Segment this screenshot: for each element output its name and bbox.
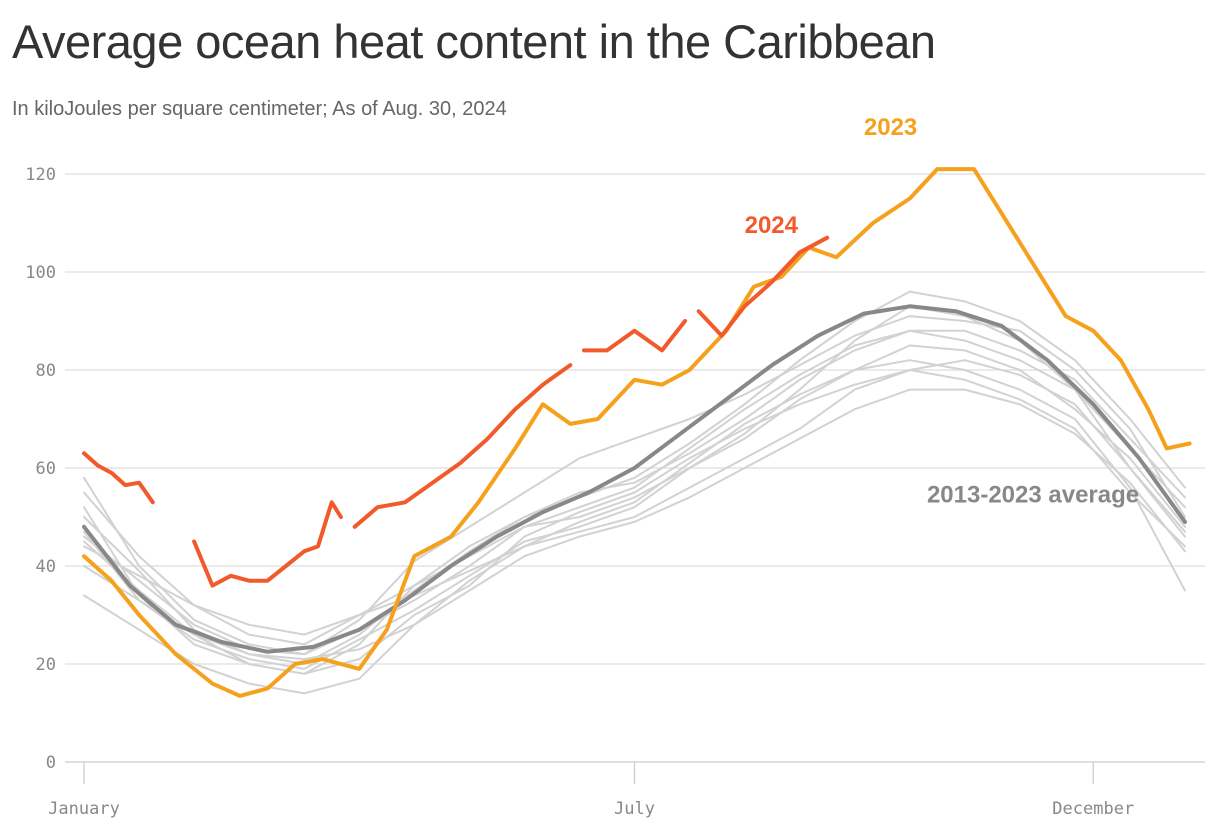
y-tick-label: 80 xyxy=(36,361,56,381)
other-year-line xyxy=(83,305,1186,670)
y-tick-label: 60 xyxy=(36,459,56,479)
chart-title: Average ocean heat content in the Caribb… xyxy=(12,15,936,68)
x-tick-label: July xyxy=(614,799,655,819)
series-line-2024 xyxy=(82,451,155,505)
series-line-2024 xyxy=(696,235,830,338)
other-year-line xyxy=(83,329,1186,665)
x-tick-label: December xyxy=(1052,799,1134,819)
series-label-2024: 2024 xyxy=(745,212,799,239)
series-line-2024 xyxy=(352,363,573,529)
series-label-average: 2013-2023 average xyxy=(927,481,1139,508)
other-year-line xyxy=(83,369,1186,636)
series-line-average xyxy=(82,304,1187,654)
series-label-2023: 2023 xyxy=(864,114,917,141)
y-axis: 0 20 40 60 80 100 120 xyxy=(25,165,56,773)
highlight-series-layer xyxy=(82,167,1192,698)
series-labels-layer: 2013-2023 average 2023 2024 xyxy=(745,114,1140,508)
series-line-2023 xyxy=(82,167,1192,698)
other-year-line xyxy=(83,388,1186,661)
other-year-line xyxy=(83,359,1186,675)
y-tick-label: 0 xyxy=(46,753,56,773)
other-years-layer xyxy=(83,290,1186,695)
chart-subtitle: In kiloJoules per square centimeter; As … xyxy=(12,98,507,120)
y-tick-label: 20 xyxy=(36,655,56,675)
series-line-2024 xyxy=(582,319,687,353)
y-tick-label: 120 xyxy=(25,165,56,185)
series-line-2024 xyxy=(192,500,343,588)
x-tick-label: January xyxy=(48,799,120,819)
y-tick-label: 40 xyxy=(36,557,56,577)
y-tick-label: 100 xyxy=(25,263,56,283)
x-axis: January July December xyxy=(48,762,1134,819)
other-year-line xyxy=(83,290,1186,646)
